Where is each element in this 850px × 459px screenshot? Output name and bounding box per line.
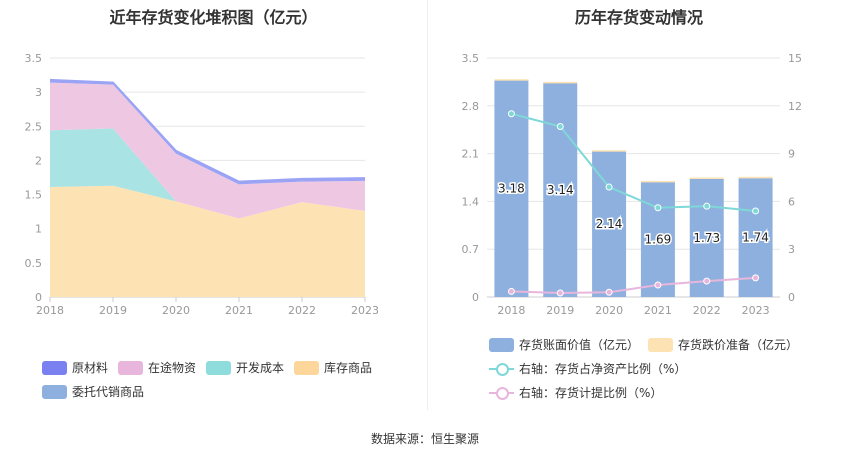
y2-tick-label: 15 xyxy=(788,52,802,65)
bar-book-value xyxy=(543,82,578,297)
x-tick-label: 2018 xyxy=(497,304,525,317)
y-tick-label: 0.7 xyxy=(462,243,480,256)
legend-swatch xyxy=(648,337,673,352)
point-provision-ratio xyxy=(752,274,760,282)
y-tick-label: 1.4 xyxy=(462,195,480,208)
x-tick-label: 2023 xyxy=(351,304,379,317)
legend-item-net-asset-ratio[interactable]: 右轴：存货占净资产比例（%） xyxy=(489,360,686,377)
legend-item-inventory-goods[interactable]: 库存商品 xyxy=(294,359,372,376)
legend-label: 在途物资 xyxy=(148,361,197,375)
legend-label: 开发成本 xyxy=(236,361,285,375)
y-tick-label: 0.5 xyxy=(25,257,43,270)
bar-value-label: 1.73 xyxy=(693,231,720,245)
x-tick-label: 2022 xyxy=(288,304,316,317)
x-tick-label: 2021 xyxy=(225,304,253,317)
y-tick-label: 0 xyxy=(472,291,479,304)
y2-tick-label: 9 xyxy=(788,148,795,161)
point-provision-ratio xyxy=(703,277,711,285)
x-tick-label: 2018 xyxy=(36,304,64,317)
legend-item-goods-in-transit[interactable]: 在途物资 xyxy=(118,359,196,376)
point-provision-ratio xyxy=(654,281,662,289)
data-source: 数据来源：恒生聚源 xyxy=(370,432,479,446)
legend-line-swatch xyxy=(489,386,514,400)
legend-label: 存货账面价值（亿元） xyxy=(519,338,640,352)
bar-impairment-reserve xyxy=(592,150,627,152)
y-tick-label: 0 xyxy=(35,291,42,304)
point-net-asset-ratio xyxy=(507,110,515,118)
legend-label: 右轴：存货占净资产比例（%） xyxy=(519,362,687,376)
bar-impairment-reserve xyxy=(738,176,773,179)
bar-value-label: 2.14 xyxy=(596,217,623,231)
y-tick-label: 2.1 xyxy=(462,148,480,161)
legend-swatch xyxy=(42,360,67,375)
y-tick-label: 2 xyxy=(35,154,42,167)
legend-item-consignment-goods[interactable]: 委托代销商品 xyxy=(42,383,144,400)
left-chart-title: 近年存货变化堆积图（亿元） xyxy=(109,8,318,27)
bar-value-label: 3.18 xyxy=(498,181,525,195)
y-tick-label: 1 xyxy=(35,223,42,236)
point-provision-ratio xyxy=(605,288,613,296)
bar-impairment-reserve xyxy=(494,79,529,81)
bar-impairment-reserve xyxy=(640,180,675,183)
point-net-asset-ratio xyxy=(752,207,760,215)
y-tick-label: 3 xyxy=(35,86,42,99)
y2-tick-label: 0 xyxy=(788,291,795,304)
area-库存商品 xyxy=(50,185,365,297)
area-在途物资 xyxy=(50,82,365,219)
bar-line-chart: 0 0 0.7 3 1.4 6 2.1 9 2.8 12 3.5 15 2018 2019 2020 2021… xyxy=(462,52,803,317)
legend-label: 库存商品 xyxy=(324,361,373,375)
legend-label: 委托代销商品 xyxy=(72,385,145,399)
bar-value-label: 1.69 xyxy=(645,232,672,246)
legend-item-development-cost[interactable]: 开发成本 xyxy=(206,359,284,376)
x-tick-label: 2019 xyxy=(546,304,574,317)
point-provision-ratio xyxy=(507,287,515,295)
bar-book-value xyxy=(640,181,675,297)
y-tick-label: 2.5 xyxy=(25,120,43,133)
legend-swatch xyxy=(118,360,143,375)
legend-item-impairment-reserve[interactable]: 存货跌价准备（亿元） xyxy=(648,336,798,353)
right-chart-title: 历年存货变动情况 xyxy=(574,8,703,27)
x-tick-label: 2020 xyxy=(595,304,623,317)
legend-swatch xyxy=(206,360,231,375)
stacked-area-chart: 0 0.5 1 1.5 2 2.5 3 3.5 2018 2019 2020 2021 2022 2023 xyxy=(25,52,380,317)
y2-tick-label: 12 xyxy=(788,100,802,113)
legend-swatch xyxy=(489,337,514,352)
x-tick-label: 2022 xyxy=(693,304,721,317)
point-net-asset-ratio xyxy=(556,123,564,131)
point-provision-ratio xyxy=(556,289,564,297)
bar-impairment-reserve xyxy=(689,177,724,179)
legend-swatch xyxy=(294,360,319,375)
line-provision-ratio xyxy=(511,276,756,295)
line-net-asset-ratio xyxy=(511,112,756,212)
bar-value-label: 3.14 xyxy=(547,183,574,197)
bar-value-label: 1.74 xyxy=(742,231,769,245)
bar-impairment-reserve xyxy=(543,81,578,84)
x-tick-label: 2021 xyxy=(644,304,672,317)
chart-divider xyxy=(427,0,428,410)
legend-item-provision-ratio[interactable]: 右轴：存货计提比例（%） xyxy=(489,384,662,401)
y-tick-label: 1.5 xyxy=(25,189,43,202)
y-tick-label: 3.5 xyxy=(25,52,43,65)
legend-label: 存货跌价准备（亿元） xyxy=(678,338,799,352)
legend-label: 原材料 xyxy=(72,361,109,375)
legend-item-book-value[interactable]: 存货账面价值（亿元） xyxy=(489,336,639,353)
y2-tick-label: 3 xyxy=(788,243,795,256)
y-tick-label: 3.5 xyxy=(462,52,480,65)
x-tick-label: 2023 xyxy=(742,304,770,317)
x-tick-label: 2020 xyxy=(162,304,190,317)
y-tick-label: 2.8 xyxy=(462,100,480,113)
total-top-line xyxy=(49,78,366,183)
point-net-asset-ratio xyxy=(605,183,613,191)
area-开发成本 xyxy=(50,128,365,219)
x-tick-label: 2019 xyxy=(99,304,127,317)
legend-item-raw-material[interactable]: 原材料 xyxy=(42,359,108,376)
y2-tick-label: 6 xyxy=(788,195,795,208)
point-net-asset-ratio xyxy=(654,204,662,212)
legend-swatch xyxy=(42,384,67,399)
legend-label: 右轴：存货计提比例（%） xyxy=(519,386,663,400)
bar-book-value xyxy=(592,150,627,297)
legend-line-swatch xyxy=(489,362,514,376)
point-net-asset-ratio xyxy=(703,202,711,210)
bar-book-value xyxy=(689,178,724,297)
